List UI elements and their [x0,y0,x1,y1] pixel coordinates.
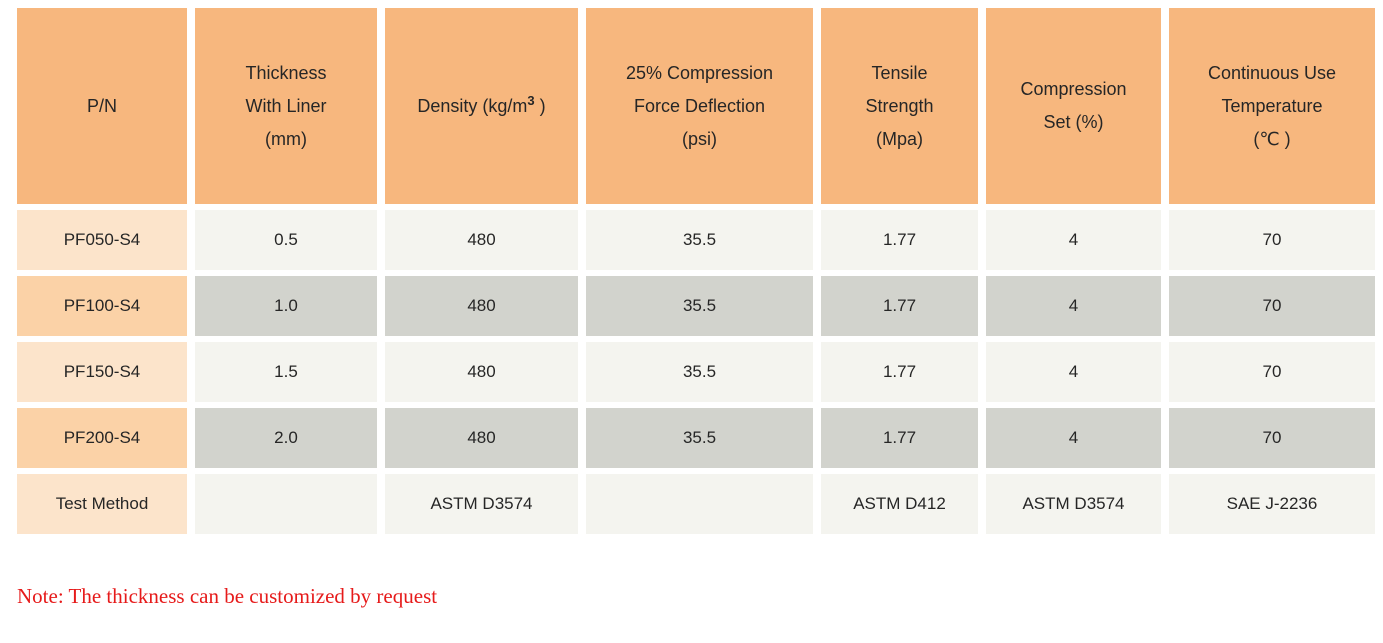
density-label-post: ) [534,95,546,116]
cell-compression-force-deflection: 35.5 [586,408,813,468]
cell-pn: PF150-S4 [17,342,187,402]
cell-thickness: 1.0 [195,276,377,336]
cell-tensile-strength-test-method: ASTM D412 [821,474,978,534]
cell-tensile-strength: 1.77 [821,276,978,336]
cell-density: 480 [385,210,578,270]
table-header-row: P/N Thickness With Liner (mm) Density (k… [17,8,1375,204]
header-cell-compression-set: Compression Set (%) [986,8,1161,204]
header-cell-thickness: Thickness With Liner (mm) [195,8,377,204]
table-row-pf150: PF150-S4 1.5 480 35.5 1.77 4 70 [17,342,1375,402]
table-row-test-method: Test Method ASTM D3574 ASTM D412 ASTM D3… [17,474,1375,534]
header-cell-continuous-use-temperature: Continuous Use Temperature (℃ ) [1169,8,1375,204]
cell-compression-force-deflection: 35.5 [586,276,813,336]
cell-thickness: 2.0 [195,408,377,468]
header-cell-pn: P/N [17,8,187,204]
cell-density-test-method: ASTM D3574 [385,474,578,534]
cell-thickness: 0.5 [195,210,377,270]
cell-compression-set: 4 [986,408,1161,468]
cell-density: 480 [385,408,578,468]
cell-tensile-strength: 1.77 [821,210,978,270]
cell-tensile-strength: 1.77 [821,408,978,468]
table-row-pf050: PF050-S4 0.5 480 35.5 1.77 4 70 [17,210,1375,270]
table-row-pf100: PF100-S4 1.0 480 35.5 1.77 4 70 [17,276,1375,336]
cell-density: 480 [385,276,578,336]
table-row-pf200: PF200-S4 2.0 480 35.5 1.77 4 70 [17,408,1375,468]
cell-compression-force-deflection-test-method [586,474,813,534]
cell-compression-set: 4 [986,342,1161,402]
cell-temperature-test-method: SAE J-2236 [1169,474,1375,534]
cell-compression-force-deflection: 35.5 [586,342,813,402]
header-cell-density: Density (kg/m3 ) [385,8,578,204]
cell-thickness-test-method [195,474,377,534]
note-text: Note: The thickness can be customized by… [17,584,438,608]
cell-test-method-label: Test Method [17,474,187,534]
header-cell-tensile-strength: Tensile Strength (Mpa) [821,8,978,204]
cell-thickness: 1.5 [195,342,377,402]
cell-compression-force-deflection: 35.5 [586,210,813,270]
cell-tensile-strength: 1.77 [821,342,978,402]
cell-temperature: 70 [1169,342,1375,402]
cell-compression-set: 4 [986,210,1161,270]
density-superscript: 3 [527,92,535,108]
cell-pn: PF050-S4 [17,210,187,270]
spec-table: P/N Thickness With Liner (mm) Density (k… [9,2,1383,540]
cell-pn: PF200-S4 [17,408,187,468]
header-cell-compression-force-deflection: 25% Compression Force Deflection (psi) [586,8,813,204]
cell-temperature: 70 [1169,210,1375,270]
cell-compression-set-test-method: ASTM D3574 [986,474,1161,534]
cell-compression-set: 4 [986,276,1161,336]
cell-pn: PF100-S4 [17,276,187,336]
density-label-pre: Density (kg/m [417,95,528,116]
cell-density: 480 [385,342,578,402]
cell-temperature: 70 [1169,408,1375,468]
cell-temperature: 70 [1169,276,1375,336]
